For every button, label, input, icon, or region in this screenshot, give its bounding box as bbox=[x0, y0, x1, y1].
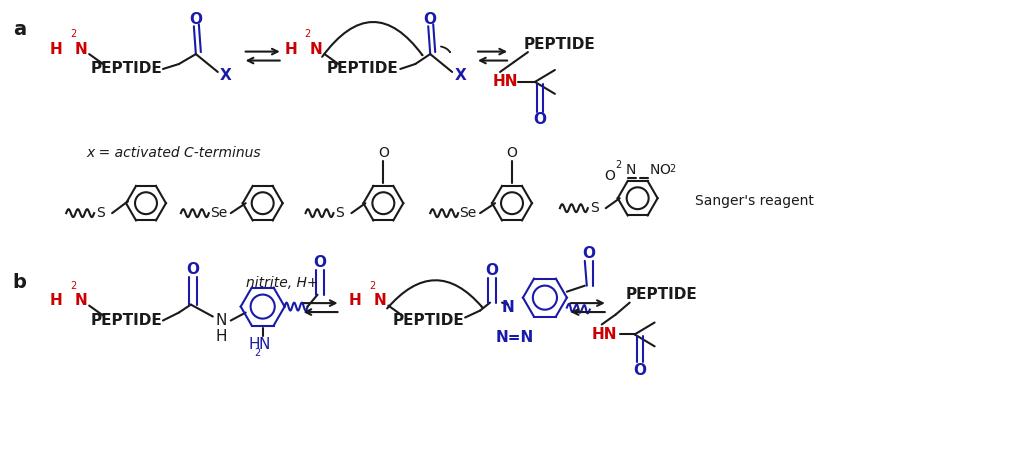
Text: HN: HN bbox=[493, 74, 518, 89]
Text: H: H bbox=[349, 293, 361, 308]
Text: nitrite, H+: nitrite, H+ bbox=[247, 276, 318, 290]
Text: PEPTIDE: PEPTIDE bbox=[327, 61, 398, 77]
Text: N=N: N=N bbox=[496, 330, 535, 345]
Text: PEPTIDE: PEPTIDE bbox=[392, 313, 464, 328]
Text: 2: 2 bbox=[615, 160, 622, 170]
FancyArrowPatch shape bbox=[387, 280, 482, 308]
Text: 2: 2 bbox=[670, 164, 676, 175]
Text: b: b bbox=[12, 273, 27, 292]
Text: O: O bbox=[633, 363, 646, 378]
Text: O: O bbox=[378, 147, 389, 160]
Text: O: O bbox=[189, 12, 203, 27]
FancyArrowPatch shape bbox=[323, 22, 422, 57]
Text: O: O bbox=[424, 12, 436, 27]
FancyArrowPatch shape bbox=[441, 46, 450, 52]
Text: PEPTIDE: PEPTIDE bbox=[90, 61, 162, 77]
Text: S: S bbox=[590, 201, 599, 215]
Text: S: S bbox=[96, 206, 104, 220]
Text: H: H bbox=[285, 42, 297, 57]
Text: N: N bbox=[309, 42, 322, 57]
Text: PEPTIDE: PEPTIDE bbox=[524, 36, 596, 52]
Text: N: N bbox=[75, 42, 87, 57]
Text: x = activated C-terminus: x = activated C-terminus bbox=[86, 147, 261, 160]
Text: X: X bbox=[455, 69, 466, 83]
Text: O: O bbox=[186, 263, 200, 277]
Text: 2: 2 bbox=[255, 348, 261, 358]
Text: PEPTIDE: PEPTIDE bbox=[626, 287, 697, 302]
Text: 2: 2 bbox=[304, 29, 310, 39]
Text: N: N bbox=[374, 293, 387, 308]
Text: O: O bbox=[583, 246, 595, 262]
Text: N: N bbox=[502, 300, 514, 315]
Text: N: N bbox=[649, 163, 660, 177]
Text: X: X bbox=[220, 69, 231, 83]
Text: N: N bbox=[626, 163, 636, 177]
Text: H: H bbox=[215, 329, 226, 344]
Text: Se: Se bbox=[459, 206, 476, 220]
Text: O: O bbox=[485, 263, 499, 278]
Text: H: H bbox=[249, 337, 260, 352]
Text: S: S bbox=[336, 206, 344, 220]
Text: O: O bbox=[507, 147, 517, 160]
Text: a: a bbox=[12, 20, 26, 39]
Text: PEPTIDE: PEPTIDE bbox=[90, 313, 162, 328]
Text: N: N bbox=[215, 313, 226, 328]
Text: N: N bbox=[259, 337, 270, 352]
Text: O: O bbox=[534, 112, 547, 127]
Text: Sanger's reagent: Sanger's reagent bbox=[694, 194, 813, 208]
Text: O: O bbox=[659, 163, 671, 177]
Text: 2: 2 bbox=[370, 280, 376, 291]
Text: H: H bbox=[50, 293, 62, 308]
Text: H: H bbox=[50, 42, 62, 57]
Text: N: N bbox=[75, 293, 87, 308]
Text: Se: Se bbox=[210, 206, 227, 220]
Text: O: O bbox=[604, 169, 615, 184]
Text: HN: HN bbox=[592, 327, 617, 342]
Text: O: O bbox=[313, 255, 326, 271]
Text: 2: 2 bbox=[70, 280, 77, 291]
Text: 2: 2 bbox=[70, 29, 77, 39]
